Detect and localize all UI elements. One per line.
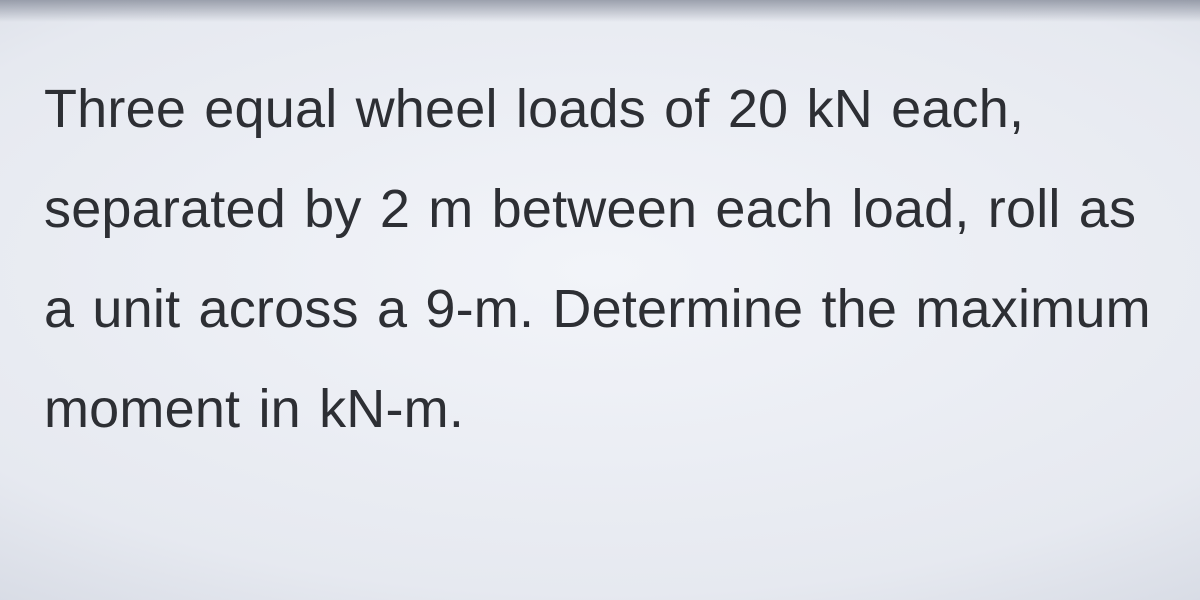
- question-text: Three equal wheel loads of 20 kN each, s…: [44, 60, 1172, 460]
- question-sheet: Three equal wheel loads of 20 kN each, s…: [0, 0, 1200, 600]
